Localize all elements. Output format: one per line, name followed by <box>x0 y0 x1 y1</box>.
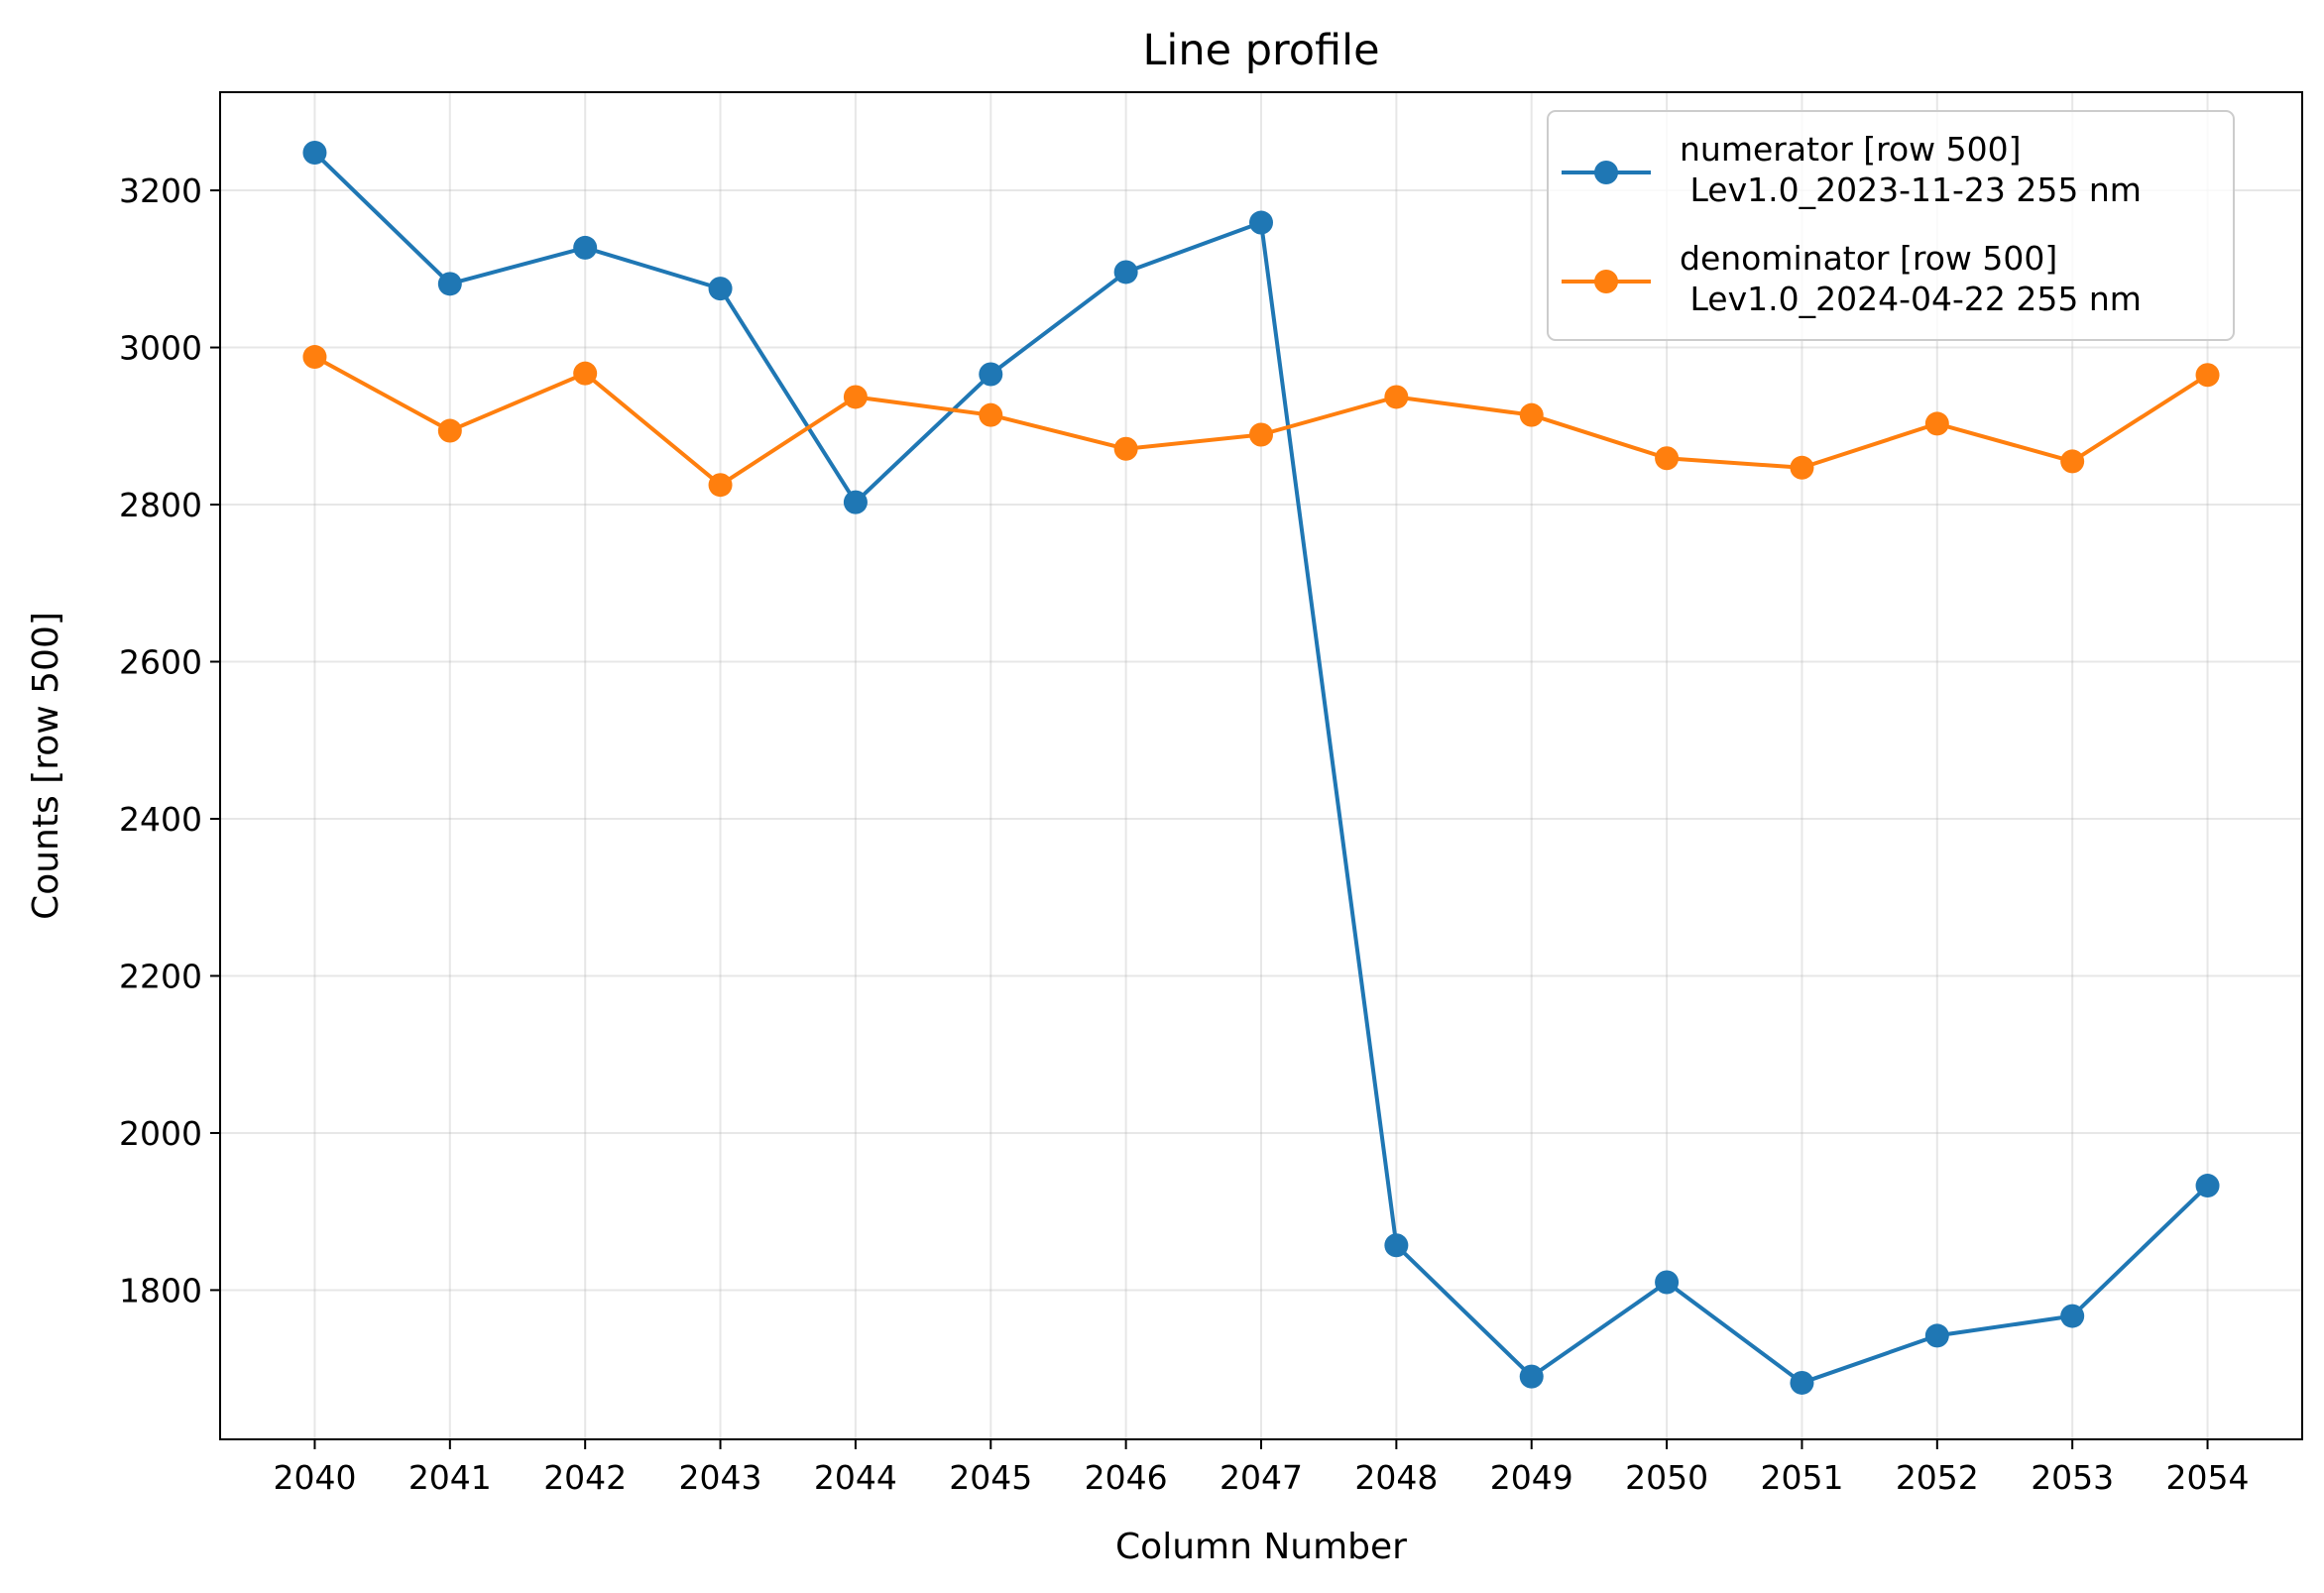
x-tick-label: 2052 <box>1896 1458 1979 1497</box>
axes: 2040 2041 2042 2043 2044 2045 2046 2047 2048 2049… <box>119 171 2250 1497</box>
data-point <box>1113 260 1138 284</box>
legend-label: numerator [row 500] Lev1.0_2023-11-23 25… <box>1680 130 2142 209</box>
data-point <box>302 141 327 166</box>
y-tick-label: 2200 <box>119 957 202 995</box>
y-tick-label: 3000 <box>119 329 202 368</box>
data-point <box>843 490 868 514</box>
x-tick-label: 2050 <box>1625 1458 1708 1497</box>
x-axis-title: Column Number <box>1115 1527 1407 1567</box>
y-axis-title: Counts [row 500] <box>26 612 66 920</box>
chart-title: Line profile <box>1142 26 1379 75</box>
series-layer <box>302 141 2220 1395</box>
data-point <box>708 277 733 301</box>
data-point <box>1113 436 1138 461</box>
legend: numerator [row 500] Lev1.0_2023-11-23 25… <box>1547 110 2235 341</box>
x-tick-label: 2053 <box>2031 1458 2114 1497</box>
data-point <box>573 361 598 386</box>
x-tick-label: 2047 <box>1220 1458 1303 1497</box>
data-point <box>1655 446 1680 471</box>
y-tick-label: 3200 <box>119 171 202 210</box>
data-point <box>1655 1270 1680 1295</box>
legend-label-line: denominator [row 500] <box>1680 239 2057 278</box>
data-point <box>1519 402 1544 427</box>
x-tick-label: 2049 <box>1490 1458 1573 1497</box>
data-point <box>979 402 1003 427</box>
data-point <box>1790 455 1814 480</box>
x-tick-label: 2054 <box>2166 1458 2250 1497</box>
data-point <box>708 473 733 498</box>
x-tick-label: 2041 <box>408 1458 492 1497</box>
data-point <box>573 235 598 260</box>
x-tick-label: 2043 <box>679 1458 762 1497</box>
data-point <box>1249 422 1273 447</box>
data-point <box>1924 411 1949 436</box>
x-tick-label: 2051 <box>1760 1458 1843 1497</box>
legend-label: denominator [row 500] Lev1.0_2024-04-22 … <box>1680 239 2142 318</box>
x-tick-label: 2048 <box>1354 1458 1438 1497</box>
x-tick-label: 2044 <box>814 1458 897 1497</box>
legend-label-line: Lev1.0_2024-04-22 255 nm <box>1680 280 2142 318</box>
data-point <box>2060 1304 2085 1328</box>
y-tick-label: 2600 <box>119 643 202 682</box>
data-point <box>1519 1364 1544 1389</box>
data-point <box>979 362 1003 387</box>
legend-swatch-marker <box>1594 161 1618 184</box>
x-tick-label: 2045 <box>949 1458 1032 1497</box>
data-point <box>437 272 462 296</box>
data-point <box>843 385 868 409</box>
y-tick-label: 2000 <box>119 1114 202 1153</box>
legend-box <box>1547 110 2235 341</box>
x-tick-label: 2040 <box>273 1458 356 1497</box>
grid <box>220 92 2302 1439</box>
y-tick-label: 1800 <box>119 1271 202 1309</box>
x-tick-label: 2046 <box>1085 1458 1168 1497</box>
data-point <box>1249 210 1273 235</box>
data-point <box>2195 363 2220 388</box>
legend-label-line: Lev1.0_2023-11-23 255 nm <box>1680 171 2142 209</box>
legend-label-line: numerator [row 500] <box>1680 130 2022 169</box>
data-point <box>2060 449 2085 474</box>
y-tick-label: 2800 <box>119 486 202 524</box>
data-point <box>1384 385 1409 409</box>
data-point <box>1924 1323 1949 1348</box>
data-point <box>437 418 462 443</box>
data-point <box>302 345 327 370</box>
y-tick-label: 2400 <box>119 800 202 839</box>
x-tick-label: 2042 <box>543 1458 627 1497</box>
data-point <box>1384 1233 1409 1258</box>
data-point <box>1790 1370 1814 1395</box>
data-point <box>2195 1174 2220 1198</box>
legend-swatch-marker <box>1594 270 1618 293</box>
